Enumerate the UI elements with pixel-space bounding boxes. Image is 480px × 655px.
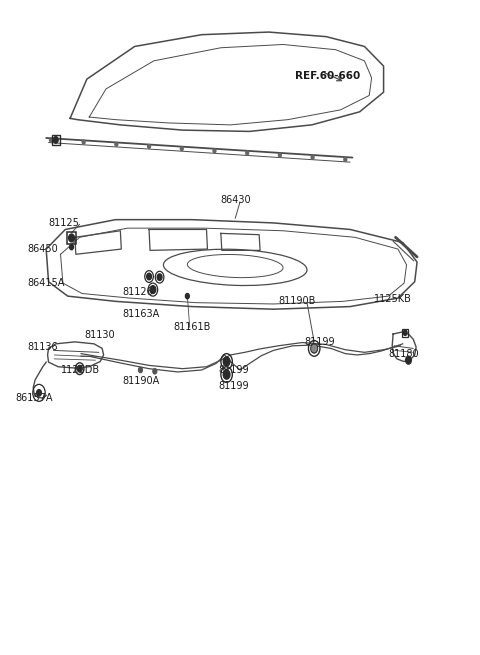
- Circle shape: [147, 273, 152, 280]
- Text: 86450: 86450: [27, 244, 58, 254]
- Text: 81125: 81125: [48, 218, 79, 228]
- Circle shape: [223, 357, 230, 366]
- Bar: [67, 232, 76, 244]
- Circle shape: [157, 274, 162, 280]
- Circle shape: [223, 370, 230, 379]
- Text: 1125KB: 1125KB: [374, 294, 412, 305]
- Circle shape: [36, 390, 41, 396]
- Circle shape: [153, 369, 157, 374]
- Text: 86430: 86430: [221, 195, 252, 205]
- Text: 81190A: 81190A: [123, 376, 160, 386]
- Text: 81161B: 81161B: [173, 322, 210, 333]
- Text: 86157A: 86157A: [15, 393, 52, 403]
- Circle shape: [69, 234, 74, 242]
- Text: 81130: 81130: [84, 330, 115, 341]
- Circle shape: [180, 147, 183, 151]
- Circle shape: [278, 153, 281, 157]
- Circle shape: [311, 155, 314, 159]
- Text: 1125DB: 1125DB: [60, 365, 100, 375]
- Text: REF.60-660: REF.60-660: [295, 71, 360, 81]
- Text: 81180: 81180: [388, 348, 419, 359]
- Circle shape: [53, 137, 58, 143]
- Circle shape: [82, 140, 85, 144]
- Circle shape: [406, 356, 411, 364]
- Circle shape: [403, 330, 407, 335]
- Bar: [402, 329, 408, 337]
- Circle shape: [246, 151, 249, 155]
- Text: 81199: 81199: [218, 381, 249, 391]
- Bar: [52, 135, 60, 145]
- Circle shape: [213, 149, 216, 153]
- Circle shape: [115, 142, 118, 146]
- Circle shape: [150, 286, 156, 293]
- Circle shape: [49, 138, 52, 142]
- Circle shape: [77, 365, 82, 372]
- Circle shape: [70, 244, 73, 250]
- Text: 81190B: 81190B: [278, 296, 316, 307]
- Circle shape: [344, 158, 347, 162]
- Text: 81199: 81199: [305, 337, 335, 347]
- Circle shape: [312, 345, 317, 352]
- Text: 81199: 81199: [218, 365, 249, 375]
- Circle shape: [139, 367, 143, 373]
- Text: 86415A: 86415A: [27, 278, 64, 288]
- Text: 81163A: 81163A: [123, 309, 160, 320]
- Circle shape: [185, 293, 189, 299]
- Circle shape: [311, 344, 318, 353]
- Circle shape: [148, 145, 151, 149]
- Text: 81136: 81136: [27, 342, 58, 352]
- Text: 81126: 81126: [123, 286, 154, 297]
